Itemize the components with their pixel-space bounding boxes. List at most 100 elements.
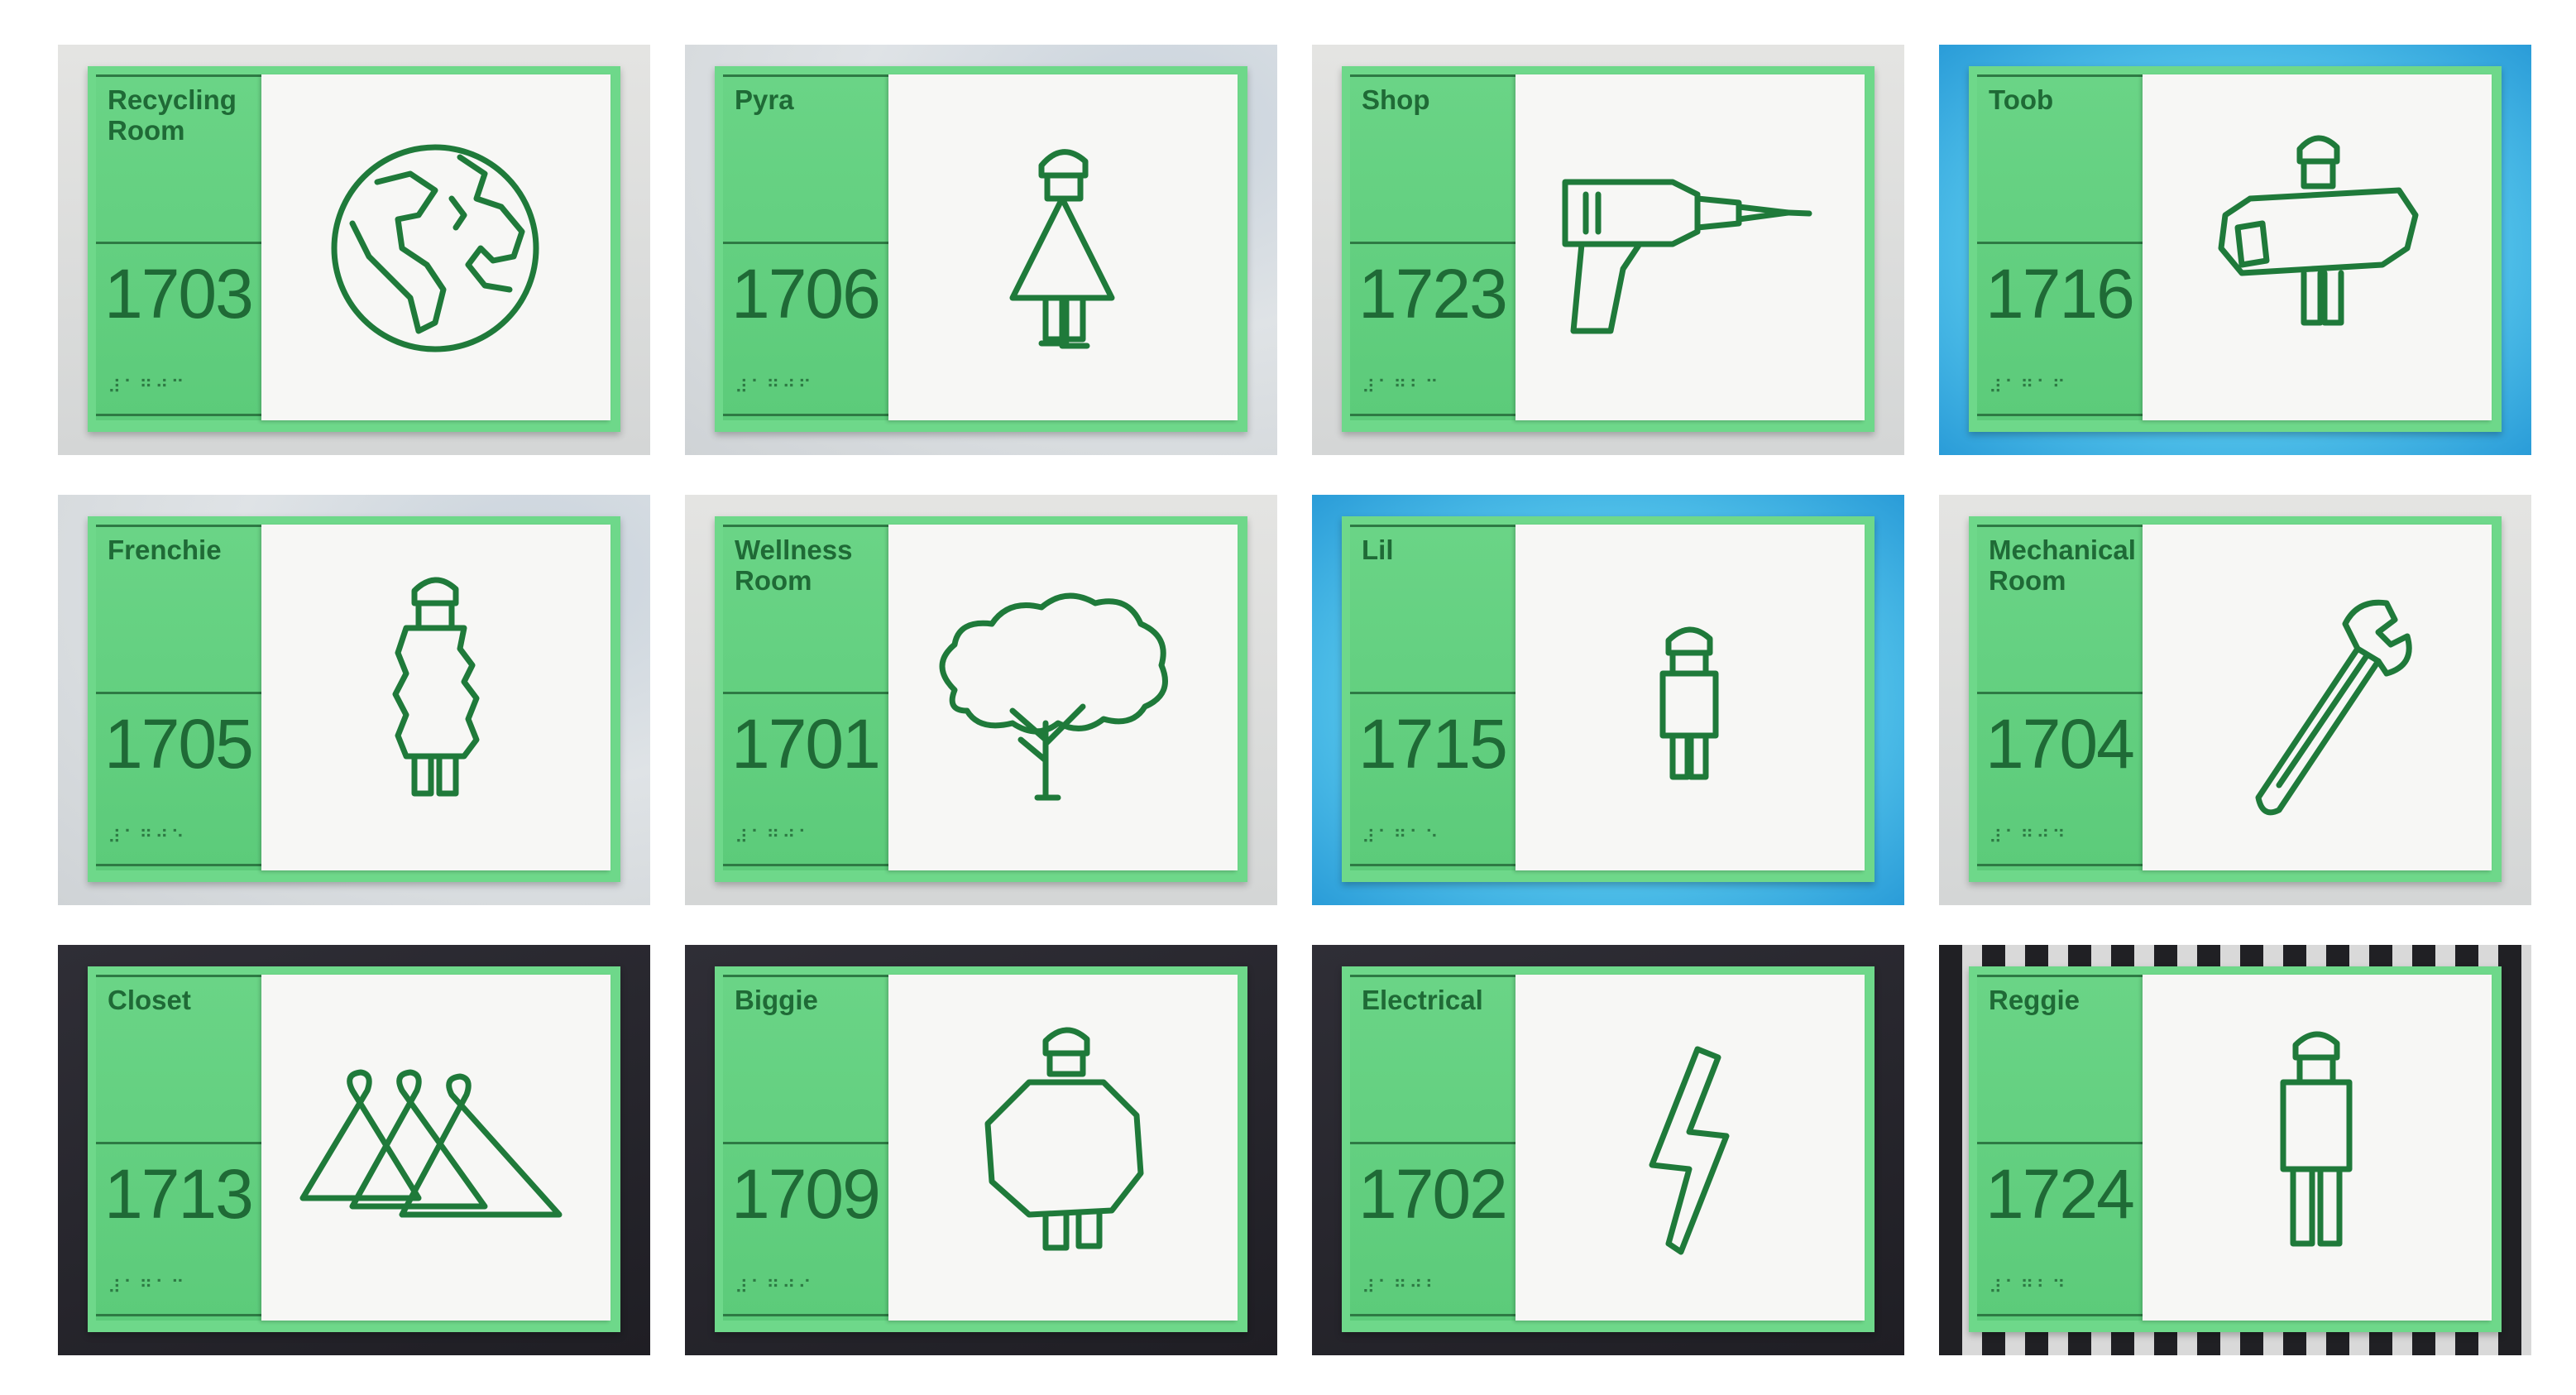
lightning-bolt-icon [1573,1024,1805,1273]
room-name: Recycling Room [108,84,237,146]
divider [96,1142,261,1144]
divider [723,1142,888,1144]
room-name: Closet [108,985,191,1015]
room-number: 1701 [731,705,881,783]
divider [1977,975,2143,977]
room-number: 1724 [1985,1155,2135,1233]
braille-label: ⠼⠁⠛⠚⠉ [108,377,187,398]
sign-photo-1724: Reggie 1724 ⠼⠁⠛⠃⠙ [1939,945,2531,1355]
divider [96,692,261,694]
divider [723,864,888,866]
braille-label: ⠼⠁⠛⠚⠑ [108,827,187,848]
room-sign: Toob 1716 ⠼⠁⠛⠁⠋ [1969,66,2502,432]
divider [1977,1142,2143,1144]
icon-panel [2143,74,2492,420]
divider [1350,692,1515,694]
hangers-icon [294,1024,567,1273]
sign-label-stripe [1350,975,1515,1321]
sign-photo-1715: Lil 1715 ⠼⠁⠛⠁⠑ [1312,495,1904,905]
icon-panel [1515,74,1865,420]
divider [1977,692,2143,694]
drill-icon [1549,124,1813,372]
sign-photo-1702: Electrical 1702 ⠼⠁⠛⠚⠃ [1312,945,1904,1355]
braille-label: ⠼⠁⠛⠁⠑ [1362,827,1441,848]
braille-label: ⠼⠁⠛⠁⠉ [108,1278,187,1298]
biggie-figure-icon [946,1024,1178,1273]
divider [723,692,888,694]
divider [1350,525,1515,527]
divider [96,525,261,527]
divider [723,74,888,77]
room-name: Lil [1362,535,1394,565]
room-name: Shop [1362,84,1430,115]
divider [96,242,261,244]
icon-panel [1515,525,1865,870]
room-number: 1706 [731,255,881,333]
divider [723,975,888,977]
room-number: 1704 [1985,705,2135,783]
room-sign: Pyra 1706 ⠼⠁⠛⠚⠋ [715,66,1247,432]
sign-photo-1704: Mechanical Room 1704 ⠼⠁⠛⠚⠙ [1939,495,2531,905]
room-sign: Electrical 1702 ⠼⠁⠛⠚⠃ [1342,966,1875,1332]
sign-photo-1723: Shop 1723 ⠼⠁⠛⠃⠉ [1312,45,1904,455]
divider [96,864,261,866]
room-name: Biggie [735,985,818,1015]
room-number: 1709 [731,1155,881,1233]
divider [723,525,888,527]
divider [1350,864,1515,866]
braille-label: ⠼⠁⠛⠚⠊ [735,1278,814,1298]
sign-label-stripe [1977,525,2143,870]
icon-panel [2143,525,2492,870]
divider [1977,864,2143,866]
divider [723,242,888,244]
divider [96,74,261,77]
divider [96,975,261,977]
room-number: 1703 [104,255,254,333]
toob-figure-icon [2200,124,2432,372]
sign-label-stripe [1977,975,2143,1321]
sign-label-stripe [723,74,888,420]
sign-photo-1713: Closet 1713 ⠼⠁⠛⠁⠉ [58,945,650,1355]
divider [1350,1314,1515,1316]
room-number: 1723 [1358,255,1508,333]
divider [1977,74,2143,77]
braille-label: ⠼⠁⠛⠁⠋ [1989,377,2068,398]
room-sign: Closet 1713 ⠼⠁⠛⠁⠉ [88,966,620,1332]
tree-icon [922,574,1186,822]
icon-panel [2143,975,2492,1321]
divider [1977,1314,2143,1316]
sign-label-stripe [723,525,888,870]
divider [1350,1142,1515,1144]
room-name: Wellness Room [735,535,853,596]
icon-panel [888,525,1238,870]
braille-label: ⠼⠁⠛⠚⠙ [1989,827,2068,848]
braille-label: ⠼⠁⠛⠚⠁ [735,827,814,848]
room-number: 1715 [1358,705,1508,783]
sign-label-stripe [1350,525,1515,870]
sign-label-stripe [96,74,261,420]
globe-icon [319,124,551,372]
room-sign: Frenchie 1705 ⠼⠁⠛⠚⠑ [88,516,620,882]
divider [1977,242,2143,244]
room-number: 1702 [1358,1155,1508,1233]
divider [96,414,261,416]
icon-panel [1515,975,1865,1321]
sign-label-stripe [96,975,261,1321]
room-number: 1705 [104,705,254,783]
sign-label-stripe [1977,74,2143,420]
room-sign: Wellness Room 1701 ⠼⠁⠛⠚⠁ [715,516,1247,882]
room-name: Reggie [1989,985,2080,1015]
sign-photo-1706: Pyra 1706 ⠼⠁⠛⠚⠋ [685,45,1277,455]
sign-label-stripe [96,525,261,870]
reggie-figure-icon [2200,1024,2432,1273]
divider [1350,242,1515,244]
icon-panel [888,74,1238,420]
divider [723,1314,888,1316]
divider [1350,74,1515,77]
sign-photo-1716: Toob 1716 ⠼⠁⠛⠁⠋ [1939,45,2531,455]
frenchie-figure-icon [319,574,551,822]
sign-photo-1705: Frenchie 1705 ⠼⠁⠛⠚⠑ [58,495,650,905]
lil-figure-icon [1573,574,1805,822]
sign-photo-1701: Wellness Room 1701 ⠼⠁⠛⠚⠁ [685,495,1277,905]
braille-label: ⠼⠁⠛⠃⠉ [1362,377,1441,398]
